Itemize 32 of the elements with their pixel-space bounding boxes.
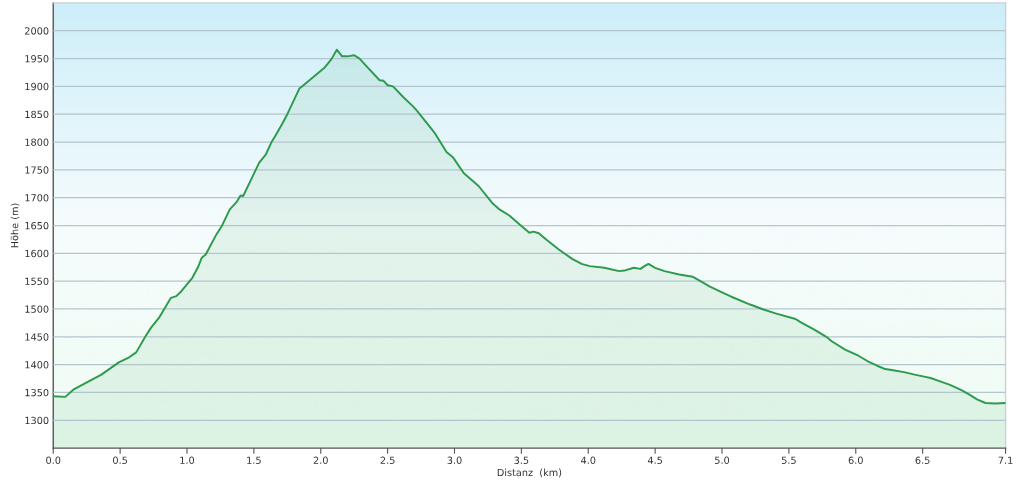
y-tick-label: 1750	[25, 166, 49, 174]
x-tick-label: 7.1	[998, 456, 1013, 464]
x-axis-title: Distanz (km)	[497, 468, 562, 478]
x-tick-label: 1.5	[247, 456, 261, 464]
x-tick-label: 3.5	[514, 456, 529, 464]
x-tick-label: 4.5	[647, 456, 663, 464]
y-tick-label: 1850	[25, 110, 49, 119]
y-tick-label: 1900	[25, 82, 49, 91]
x-tick-label: 5.0	[715, 456, 730, 464]
x-tick-label: 1.0	[180, 456, 195, 464]
y-tick-label: 1950	[25, 55, 49, 63]
y-tick-label: 1350	[25, 388, 49, 397]
y-tick-label: 1500	[25, 305, 49, 313]
x-tick-label: 6.0	[848, 456, 863, 464]
y-tick-label: 1700	[25, 194, 49, 202]
y-tick-label: 1450	[25, 333, 49, 341]
x-tick-label: 4.0	[581, 456, 596, 464]
x-tick-label: 5.5	[781, 456, 796, 464]
x-tick-label: 2.5	[380, 456, 395, 464]
x-tick-label: 0.0	[46, 456, 61, 464]
x-tick-label: 3.0	[447, 456, 462, 464]
y-tick-label: 1550	[25, 277, 49, 285]
y-tick-label: 1800	[25, 138, 49, 146]
y-tick-label: 1600	[25, 249, 49, 258]
y-tick-label: 1650	[25, 221, 49, 230]
x-tick-label: 6.5	[915, 456, 930, 464]
y-tick-label: 2000	[25, 27, 49, 35]
x-tick-label: 2.0	[313, 456, 328, 464]
y-tick-label: 1300	[25, 416, 49, 425]
x-tick-label: 0.5	[113, 456, 128, 464]
y-tick-label: 1400	[25, 361, 49, 369]
y-axis-title: Höhe (m)	[10, 203, 20, 248]
